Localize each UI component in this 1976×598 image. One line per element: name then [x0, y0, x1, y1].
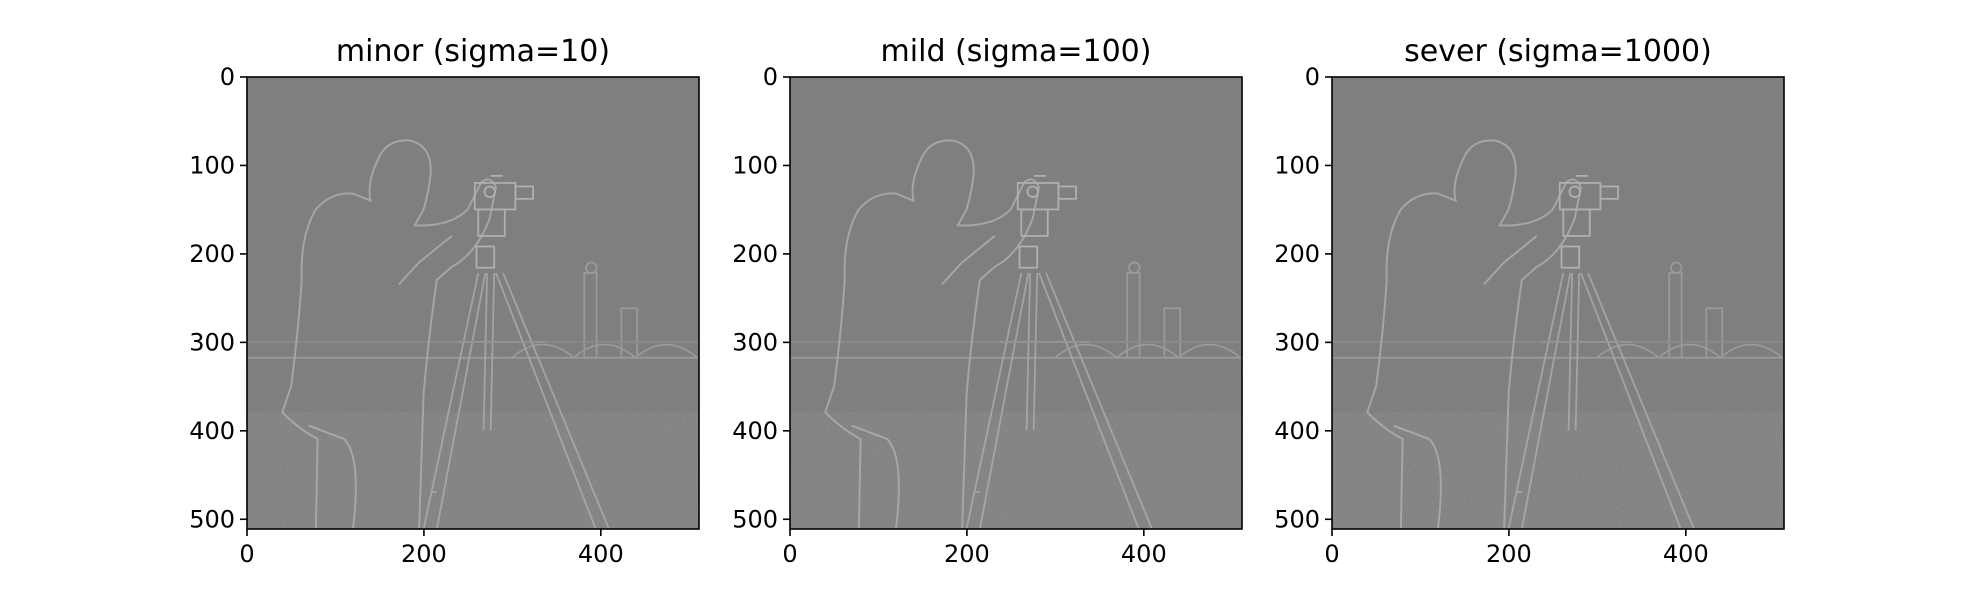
axes-frame [1331, 76, 1785, 530]
x-tick-label: 0 [1324, 540, 1339, 568]
y-tick-label: 500 [732, 505, 778, 533]
image-panel: sever (sigma=1000) 0 200 400 0 100 200 300 400 50… [1274, 34, 1785, 568]
y-tick-label: 300 [1274, 328, 1320, 356]
y-tick-label: 200 [1274, 240, 1320, 268]
y-tick-label: 100 [732, 151, 778, 179]
y-tick-label: 0 [220, 63, 235, 91]
y-tick-label: 200 [189, 240, 235, 268]
x-tick-label: 200 [1486, 540, 1532, 568]
x-tick-label: 0 [782, 540, 797, 568]
y-tick-label: 0 [1305, 63, 1320, 91]
y-tick-label: 400 [189, 417, 235, 445]
y-tick-label: 500 [1274, 505, 1320, 533]
x-tick-label: 400 [1663, 540, 1709, 568]
x-tick-label: 400 [1121, 540, 1167, 568]
x-tick-label: 400 [578, 540, 624, 568]
x-tick-label: 200 [401, 540, 447, 568]
y-tick-label: 300 [189, 328, 235, 356]
panel-title: mild (sigma=100) [881, 34, 1152, 69]
x-tick-label: 200 [944, 540, 990, 568]
image-panel: mild (sigma=100) 0 200 400 0 100 200 300 400 500 [732, 34, 1243, 568]
image-plot [790, 77, 1242, 529]
axes-frame [246, 76, 700, 530]
y-tick-label: 200 [732, 240, 778, 268]
axes-frame [789, 76, 1243, 530]
x-tick-label: 0 [239, 540, 254, 568]
panel-title: minor (sigma=10) [336, 34, 610, 69]
image-plot [247, 77, 699, 529]
y-tick-label: 100 [1274, 151, 1320, 179]
image-panel: minor (sigma=10) 0 200 400 0 100 200 300 400 500 [189, 34, 700, 568]
image-plot [1332, 77, 1784, 529]
y-tick-label: 400 [1274, 417, 1320, 445]
y-tick-label: 100 [189, 151, 235, 179]
panel-title: sever (sigma=1000) [1404, 34, 1712, 69]
y-tick-label: 0 [763, 63, 778, 91]
y-tick-label: 400 [732, 417, 778, 445]
y-tick-label: 500 [189, 505, 235, 533]
y-tick-label: 300 [732, 328, 778, 356]
